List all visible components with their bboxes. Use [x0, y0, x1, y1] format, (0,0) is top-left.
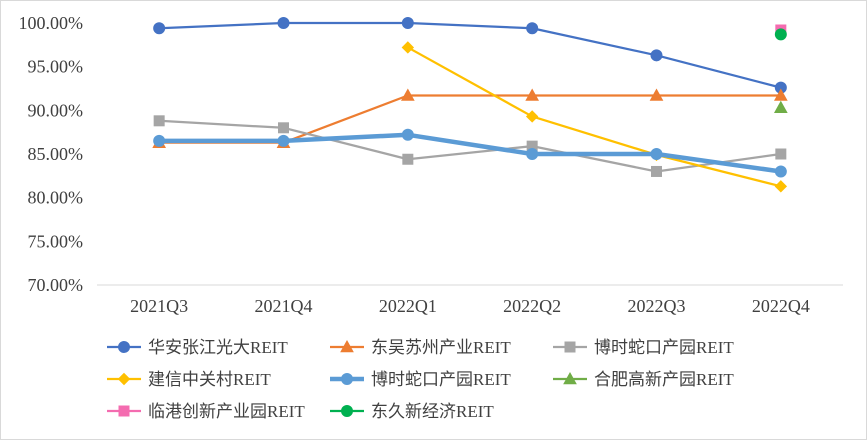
- series-1: [153, 17, 787, 94]
- y-tick-label: 80.00%: [28, 188, 84, 208]
- series-4-line: [406, 46, 782, 188]
- series-1-point: [526, 22, 539, 35]
- series-8-point: [774, 28, 787, 41]
- x-tick-label: 2021Q3: [130, 296, 188, 316]
- legend-label: 博时蛇口产园REIT: [371, 370, 511, 389]
- series-4-point: [525, 110, 539, 123]
- series-8: [774, 28, 787, 41]
- series-1-line: [158, 21, 782, 89]
- series-1-point: [277, 17, 290, 29]
- y-tick-label: 90.00%: [28, 100, 84, 120]
- legend-marker: [341, 405, 353, 417]
- legend-marker: [341, 373, 353, 385]
- series-2-point: [773, 88, 788, 101]
- legend-item: 博时蛇口产园REIT: [553, 338, 734, 357]
- x-tick-label: 2021Q4: [255, 296, 313, 316]
- legend-label: 建信中关村REIT: [148, 370, 271, 389]
- series-5-point: [774, 165, 787, 178]
- y-axis: 70.00% 75.00% 80.00% 85.00% 90.00% 95.00% 100.…: [19, 13, 84, 295]
- legend: 华安张江光大REIT 东吴苏州产业REIT 博时蛇口产园REIT 建信中关村REIT 博…: [107, 338, 734, 421]
- series-5-point: [526, 148, 539, 160]
- series-5-point: [277, 134, 290, 147]
- x-tick-label: 2022Q3: [628, 296, 686, 316]
- legend-marker: [118, 341, 130, 353]
- y-tick-label: 100.00%: [19, 13, 84, 33]
- series-3-point: [651, 165, 662, 177]
- series-3: [153, 115, 787, 177]
- series-5: [153, 128, 787, 178]
- series-4-point: [401, 41, 415, 54]
- series-5-point: [401, 128, 414, 141]
- y-tick-label: 95.00%: [28, 57, 84, 77]
- legend-label: 东久新经济REIT: [371, 402, 494, 421]
- legend-item: 临港创新产业园REIT: [107, 402, 305, 421]
- legend-item: 东久新经济REIT: [330, 402, 494, 421]
- legend-label: 合肥高新产园REIT: [594, 370, 734, 389]
- x-axis: 2021Q3 2021Q4 2022Q1 2022Q2 2022Q3 2022Q4: [97, 284, 843, 316]
- legend-item: 博时蛇口产园REIT: [330, 370, 511, 389]
- series-3-point: [775, 148, 787, 160]
- legend-marker: [563, 371, 577, 385]
- legend-item: 东吴苏州产业REIT: [330, 338, 511, 357]
- series-5-line: [156, 132, 784, 174]
- y-tick-label: 70.00%: [28, 275, 84, 295]
- legend-label: 东吴苏州产业REIT: [371, 338, 511, 357]
- x-tick-label: 2022Q2: [503, 296, 561, 316]
- series-5-point: [153, 134, 166, 147]
- series-2-point: [400, 88, 415, 101]
- series-1-point: [153, 22, 166, 35]
- series-5-point: [650, 148, 663, 160]
- y-tick-label: 75.00%: [28, 231, 84, 251]
- legend-marker: [564, 341, 576, 353]
- legend-item: 华安张江光大REIT: [107, 338, 288, 357]
- series-6-point: [773, 100, 788, 114]
- series-1-point: [401, 17, 414, 29]
- series-2-point: [525, 88, 540, 101]
- series-6: [773, 100, 788, 114]
- series-2-point: [649, 88, 664, 101]
- legend-marker: [117, 372, 131, 386]
- plot-area: [152, 17, 788, 193]
- x-tick-label: 2022Q1: [379, 296, 437, 316]
- legend-marker: [340, 339, 354, 353]
- legend-item: 合肥高新产园REIT: [553, 370, 734, 389]
- series-3-point: [153, 115, 165, 127]
- legend-label: 临港创新产业园REIT: [148, 402, 305, 421]
- legend-marker: [118, 405, 130, 417]
- series-4-point: [774, 180, 788, 193]
- legend-item: 建信中关村REIT: [107, 370, 271, 389]
- legend-label: 博时蛇口产园REIT: [594, 338, 734, 357]
- y-tick-label: 85.00%: [28, 144, 84, 164]
- series-3-point: [402, 153, 414, 165]
- x-tick-label: 2022Q4: [752, 296, 810, 316]
- legend-label: 华安张江光大REIT: [148, 338, 288, 357]
- series-3-point: [278, 122, 289, 134]
- series-3-line: [158, 119, 782, 173]
- series-1-point: [650, 49, 663, 62]
